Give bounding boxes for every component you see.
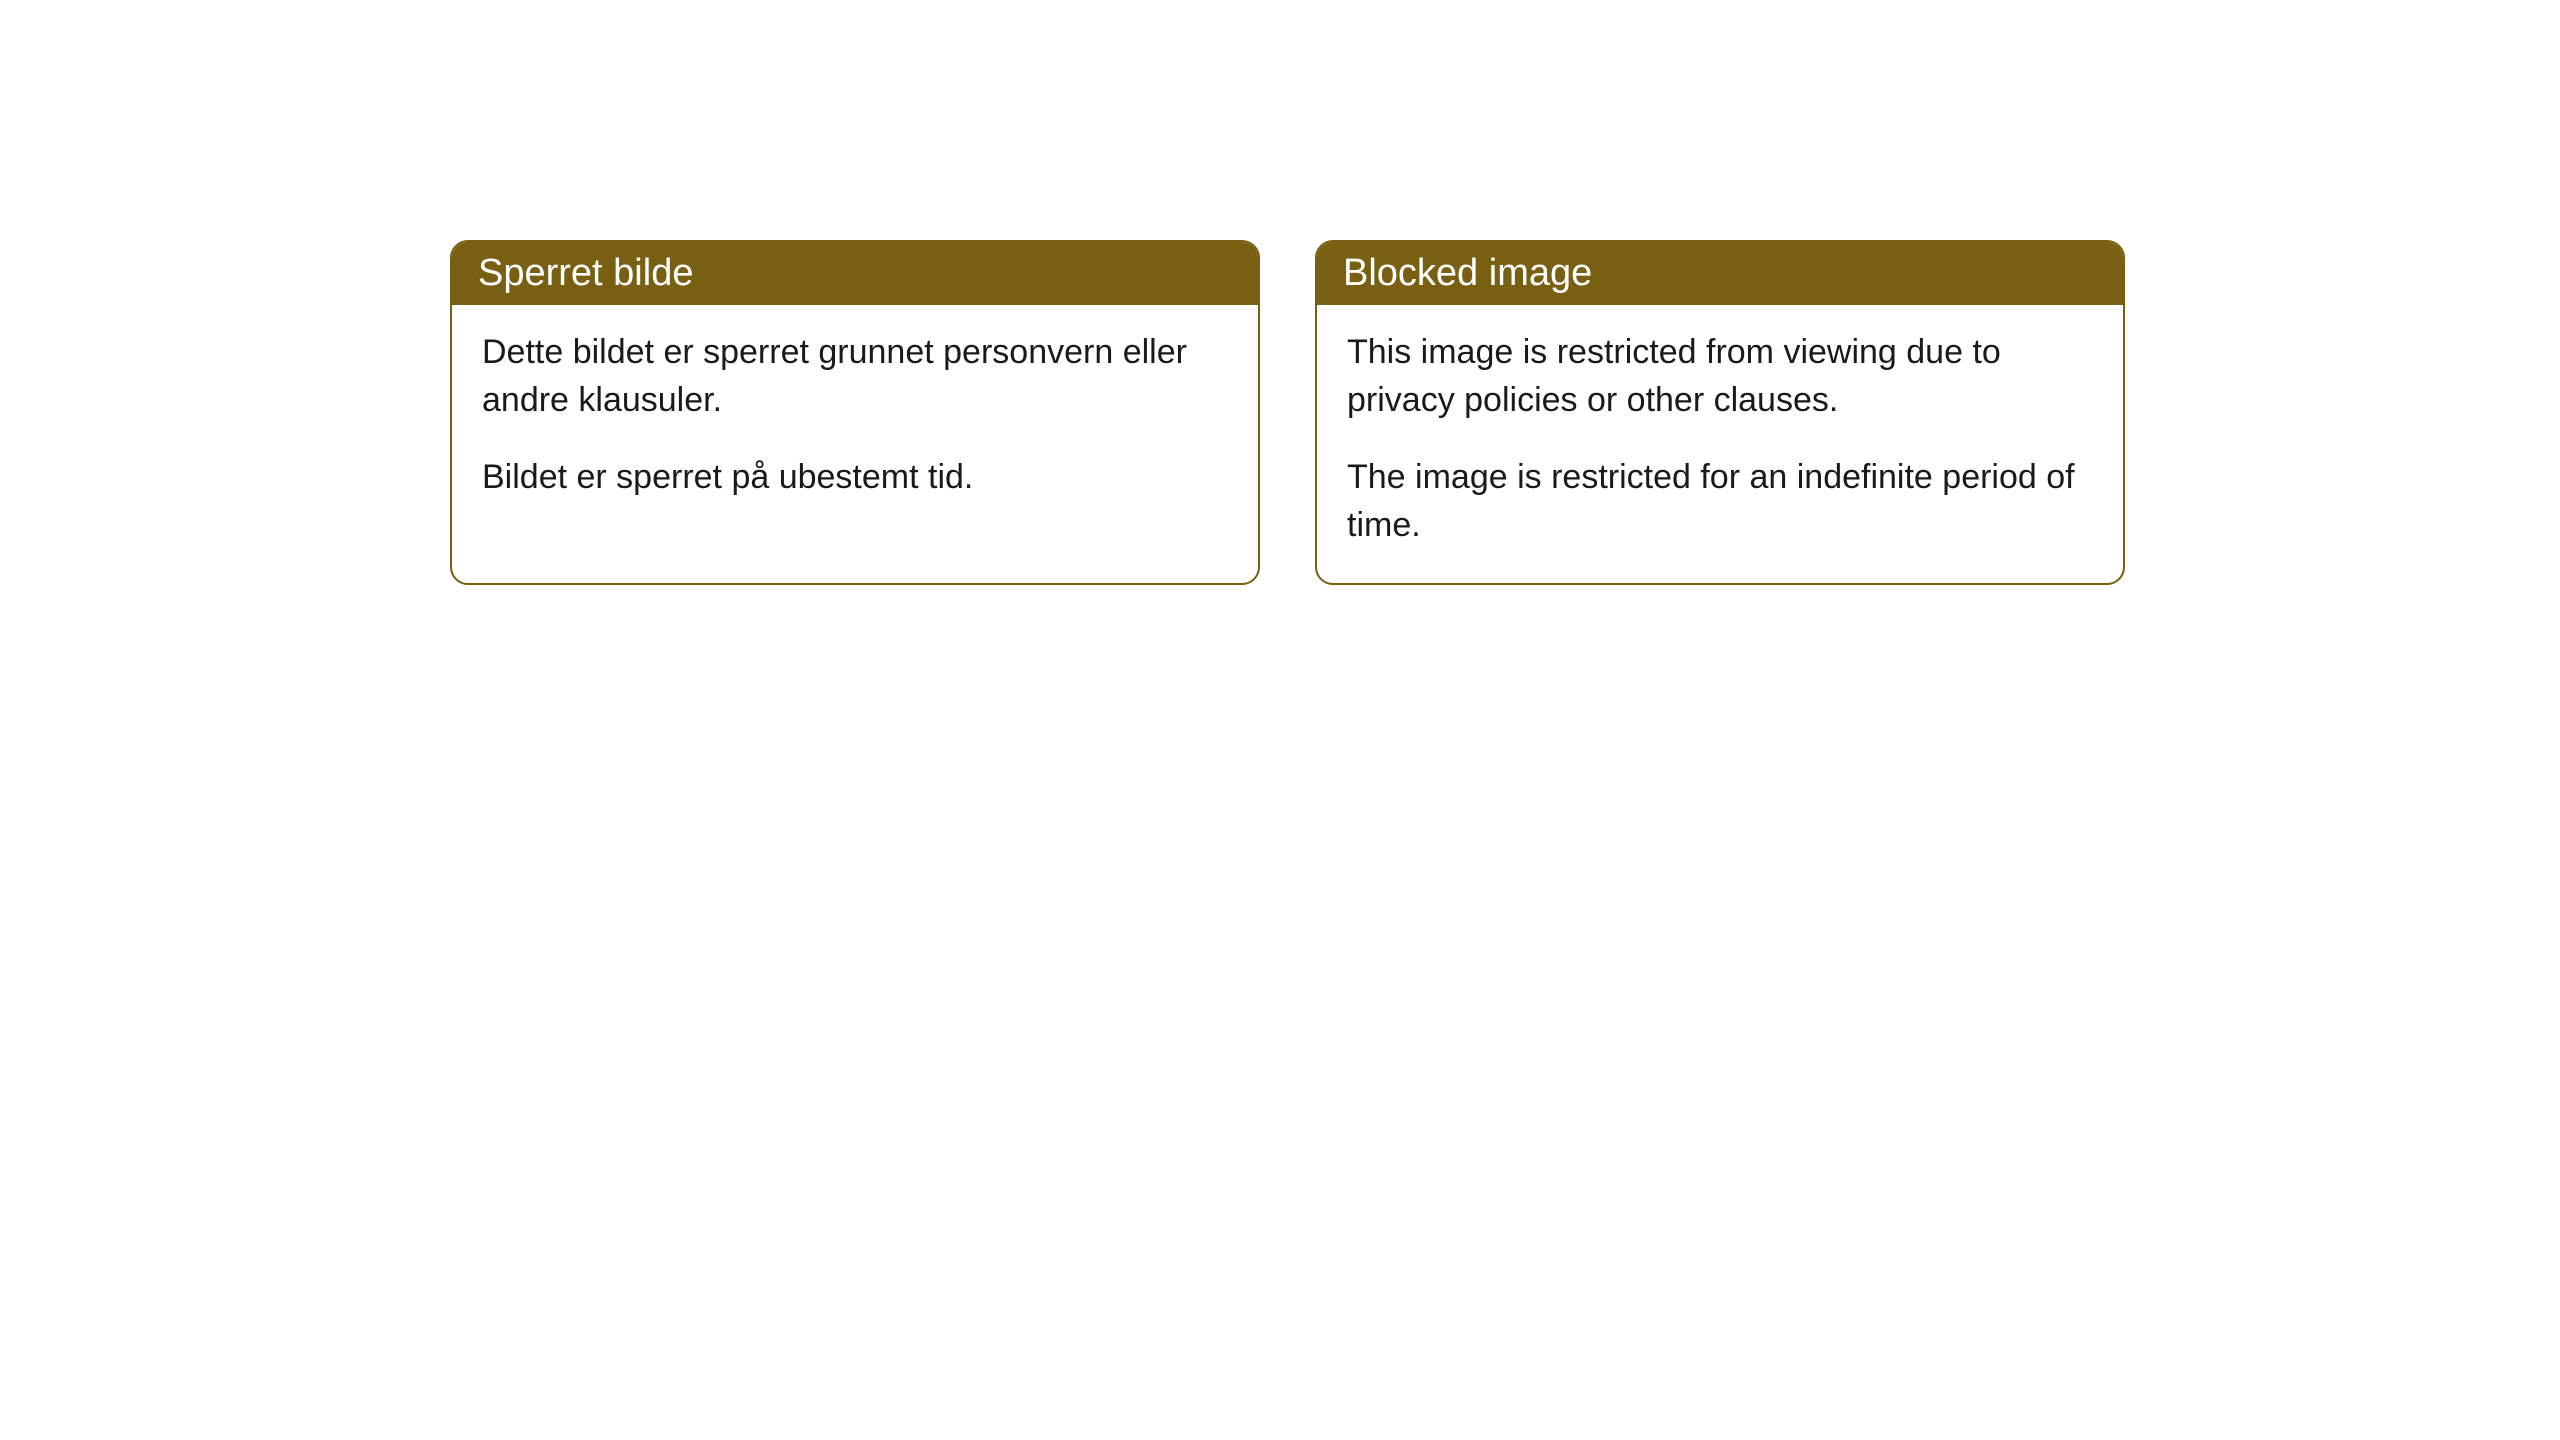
notice-header-english: Blocked image xyxy=(1317,242,2123,305)
notice-header-norwegian: Sperret bilde xyxy=(452,242,1258,305)
notice-paragraph-1-norwegian: Dette bildet er sperret grunnet personve… xyxy=(482,329,1228,424)
notice-container: Sperret bilde Dette bildet er sperret gr… xyxy=(450,240,2125,585)
notice-paragraph-2-english: The image is restricted for an indefinit… xyxy=(1347,454,2093,549)
notice-card-english: Blocked image This image is restricted f… xyxy=(1315,240,2125,585)
notice-title-norwegian: Sperret bilde xyxy=(478,252,693,294)
notice-paragraph-1-english: This image is restricted from viewing du… xyxy=(1347,329,2093,424)
notice-paragraph-2-norwegian: Bildet er sperret på ubestemt tid. xyxy=(482,454,1228,502)
notice-body-norwegian: Dette bildet er sperret grunnet personve… xyxy=(452,305,1258,536)
notice-title-english: Blocked image xyxy=(1343,252,1592,294)
notice-body-english: This image is restricted from viewing du… xyxy=(1317,305,2123,583)
notice-card-norwegian: Sperret bilde Dette bildet er sperret gr… xyxy=(450,240,1260,585)
